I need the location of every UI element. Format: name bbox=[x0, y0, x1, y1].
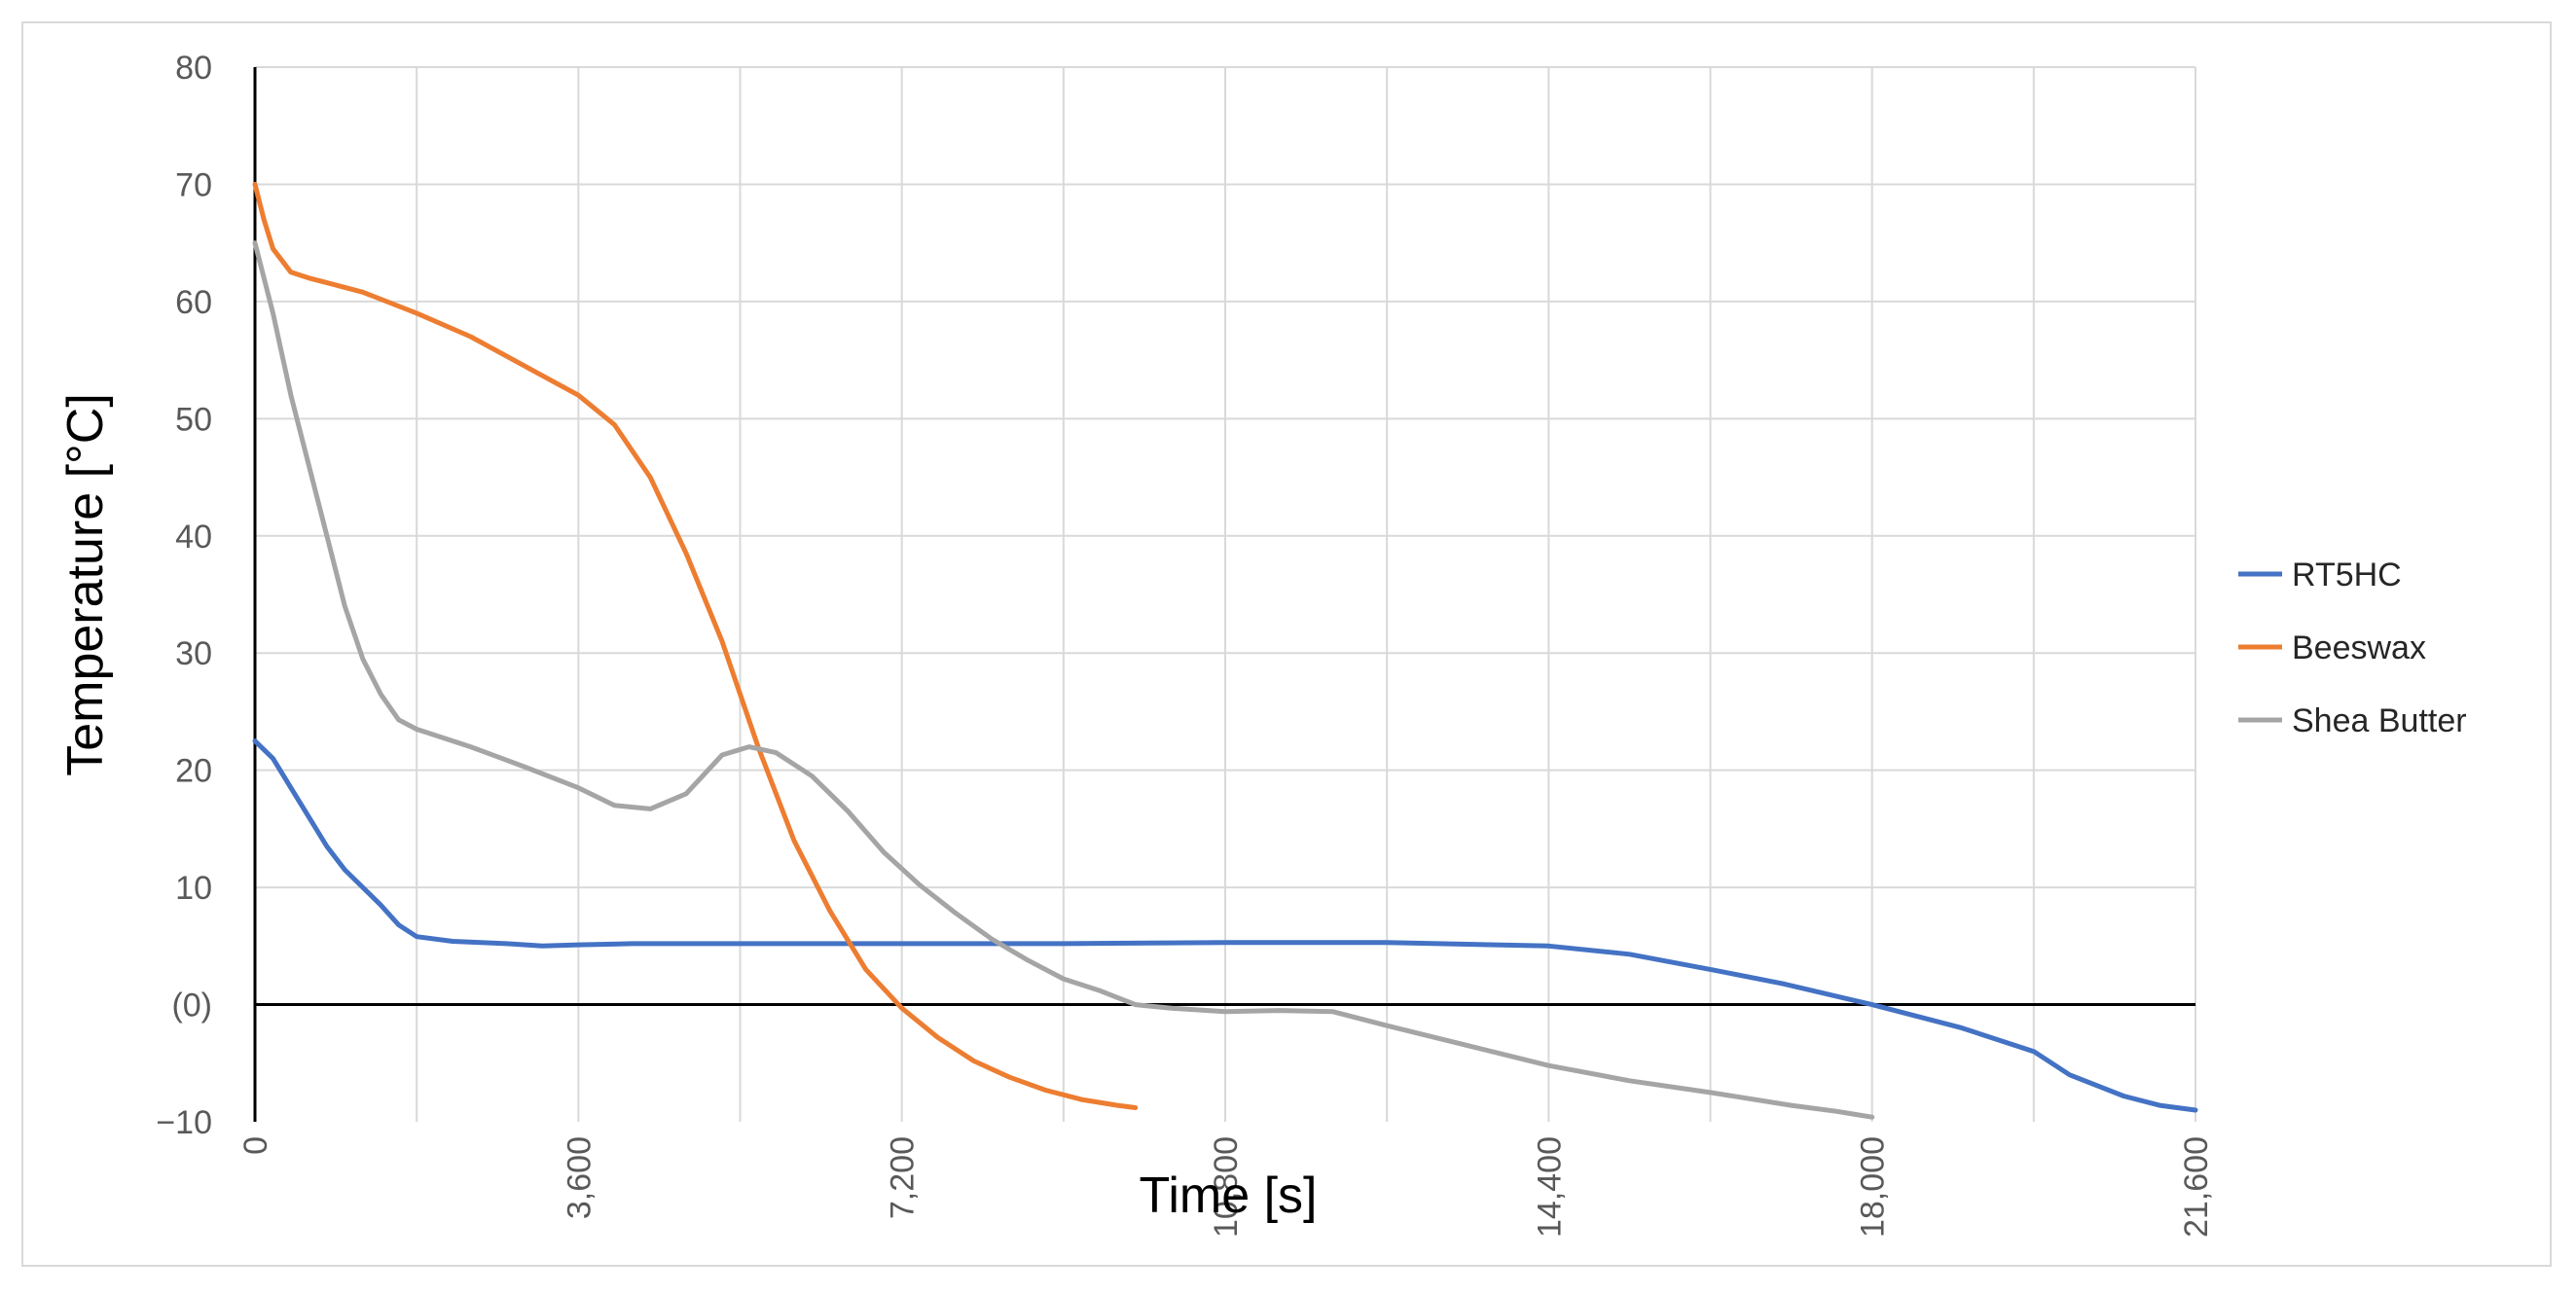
series-line-shea-butter bbox=[252, 240, 1875, 1120]
x-axis-title: Time [s] bbox=[1140, 1168, 1318, 1224]
y-tick-label: 10 bbox=[175, 870, 212, 907]
x-tick-label: 7,200 bbox=[885, 1136, 922, 1219]
legend-label: Beeswax bbox=[2292, 629, 2426, 666]
y-tick-label: 30 bbox=[175, 635, 212, 672]
series-line-rt5hc bbox=[252, 738, 2198, 1113]
y-tick-label: 60 bbox=[175, 284, 212, 321]
x-tick-label: 18,000 bbox=[1855, 1136, 1892, 1238]
gridlines bbox=[255, 66, 2196, 1122]
x-tick-label: 3,600 bbox=[561, 1136, 598, 1219]
y-tick-label: 80 bbox=[175, 50, 212, 87]
series-lines bbox=[252, 181, 2198, 1120]
chart-frame bbox=[21, 21, 2552, 1267]
y-tick-label: 50 bbox=[175, 401, 212, 438]
series-line-beeswax bbox=[252, 181, 1139, 1110]
y-tick-label: 40 bbox=[175, 519, 212, 556]
y-tick-label: −10 bbox=[156, 1104, 212, 1141]
x-tick-label: 0 bbox=[237, 1136, 274, 1155]
y-axis-title: Temperature [°C] bbox=[57, 393, 114, 776]
legend: RT5HC Beeswax Shea Butter bbox=[2238, 557, 2467, 739]
legend-label: RT5HC bbox=[2292, 557, 2402, 593]
x-tick-label: 21,600 bbox=[2178, 1136, 2215, 1238]
x-tick-label: 14,400 bbox=[1531, 1136, 1568, 1238]
x-tick-labels: 0 3,600 7,200 10,800 14,400 18,000 21,600 bbox=[237, 1136, 2215, 1238]
y-tick-label: 70 bbox=[175, 166, 212, 203]
y-tick-label: 20 bbox=[175, 753, 212, 790]
y-tick-label: (0) bbox=[171, 988, 212, 1024]
legend-label: Shea Butter bbox=[2292, 702, 2467, 739]
x-tick-label: 10,800 bbox=[1208, 1136, 1245, 1238]
y-tick-labels: 80 70 60 50 40 30 20 10 (0) −10 bbox=[156, 50, 212, 1141]
